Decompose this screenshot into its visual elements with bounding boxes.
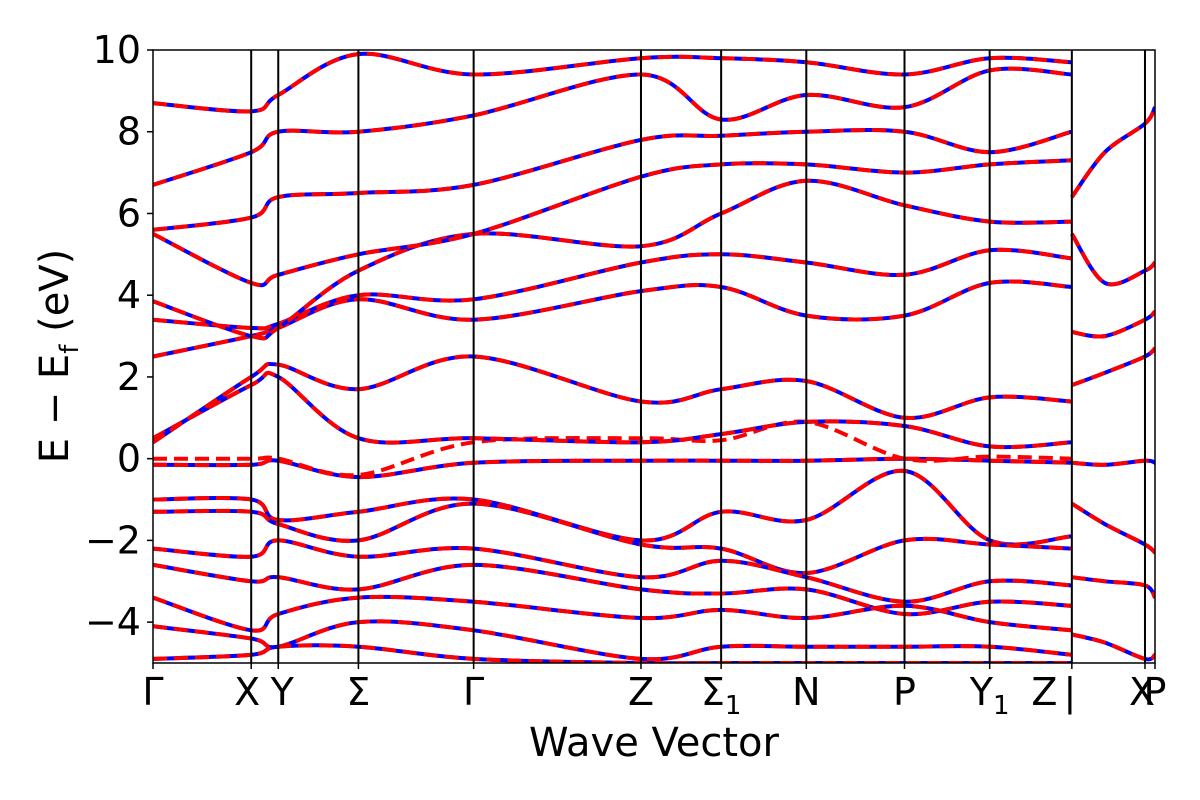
x-tick-label-main: X: [234, 670, 260, 714]
y-axis-title-main: E − E: [32, 354, 78, 464]
x-tick-label-main: Y: [270, 670, 295, 714]
x-tick-label: Γ: [142, 670, 163, 714]
x-tick-label-main: N: [792, 670, 820, 714]
band-line-red: [153, 279, 1072, 359]
y-axis-title-sub: f: [55, 344, 85, 354]
x-tick-label: Σ: [346, 670, 370, 714]
y-tick-label: 10: [93, 28, 141, 72]
x-tick-label: Y: [270, 670, 295, 714]
y-axis-title-tail: (eV): [32, 249, 78, 345]
x-tick-label-main: X: [1129, 670, 1155, 714]
band-line-red: [1071, 346, 1155, 387]
x-tick-label: Z |: [1031, 670, 1076, 715]
x-tick-label: X: [1129, 670, 1155, 714]
band-line-red: [153, 158, 1072, 288]
band-line-red: [1071, 458, 1155, 467]
x-tick-label: Γ: [463, 670, 484, 714]
x-tick-label-main: P: [893, 670, 916, 714]
x-tick-label-sub: 1: [725, 691, 742, 721]
band-line-red: [1070, 106, 1155, 199]
band-line-red: [153, 619, 1072, 662]
y-axis-title: E − Ef (eV): [32, 249, 85, 464]
y-axis-ticks: −4 −2 0 2 4 6 8 10: [85, 28, 153, 644]
band-line-red: [153, 370, 1072, 450]
x-axis-title: Wave Vector: [529, 720, 780, 766]
band-line-red: [153, 247, 1073, 331]
band-line-red: [153, 128, 1073, 232]
x-tick-label-main: Γ: [142, 670, 163, 714]
band-line-red: [1070, 501, 1155, 555]
y-tick-label: 0: [117, 437, 141, 481]
band-line-red: [1071, 309, 1155, 339]
band-line-red: [153, 51, 1072, 114]
y-tick-label: −4: [85, 600, 141, 644]
x-tick-label-main: P: [1144, 670, 1167, 714]
x-tick-label-main: Y: [969, 670, 994, 714]
band-line-red: [1071, 575, 1155, 599]
y-tick-label: 4: [117, 273, 141, 317]
x-tick-label: Y1: [969, 670, 1010, 721]
x-tick-label: Z: [628, 670, 654, 714]
x-tick-label: P: [893, 670, 916, 714]
band-line-red: [153, 178, 1072, 341]
y-tick-label: 2: [117, 355, 141, 399]
x-tick-label-main: Γ: [463, 670, 484, 714]
y-tick-label: 8: [117, 110, 141, 154]
x-tick-label-main: Z: [628, 670, 654, 714]
plot-frame: [152, 49, 1156, 664]
band-line-red: [1070, 232, 1155, 287]
band-line-red: [153, 538, 1072, 604]
x-tick-label-separator: |: [1063, 670, 1076, 715]
x-tick-label-main: Σ: [346, 670, 370, 714]
x-tick-label: X: [234, 670, 260, 714]
x-tick-label: P: [1144, 670, 1167, 714]
x-tick-label-main: Z: [1031, 670, 1057, 714]
x-tick-label-sub: 1: [993, 691, 1010, 721]
y-tick-label: 6: [117, 191, 141, 235]
band-line-red: [153, 354, 1072, 444]
x-axis-ticks: Γ X Y Σ Γ Z Σ1 N P Y1 Z | XP: [142, 663, 1166, 721]
x-tick-label: Σ1: [701, 670, 742, 721]
band-line-red: [1071, 632, 1155, 662]
high-symmetry-lines: [250, 50, 1146, 663]
band-line-red: [153, 456, 1072, 480]
band-line-red: [153, 562, 1072, 617]
y-tick-label: −2: [85, 518, 141, 562]
x-tick-label-main: Σ: [701, 670, 725, 714]
x-tick-label: N: [792, 670, 820, 714]
band-line-red: [153, 594, 1073, 633]
